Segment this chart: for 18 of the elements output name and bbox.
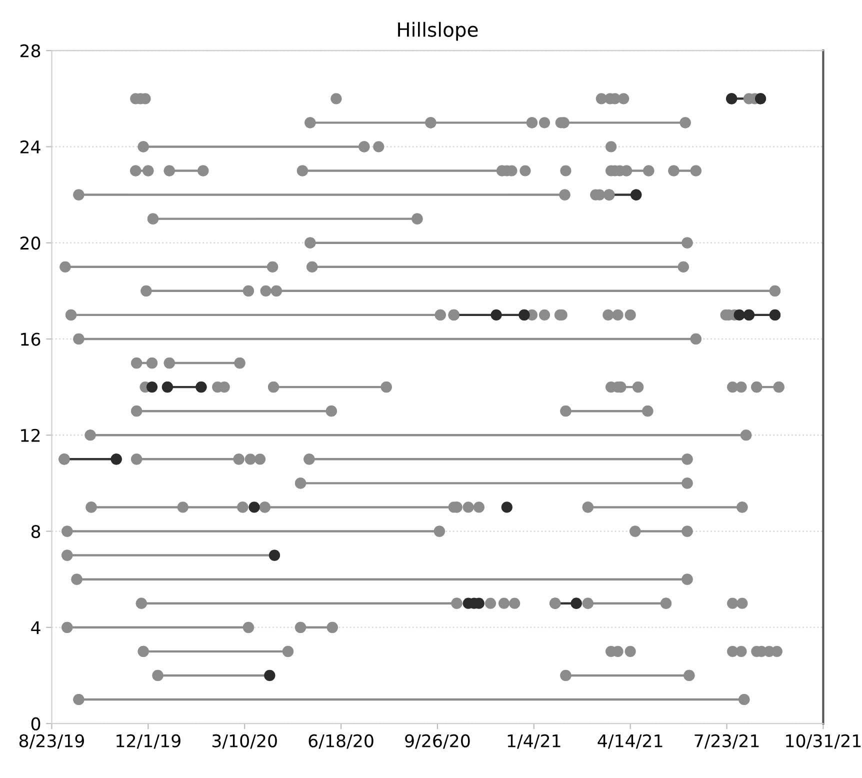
y-tick-label: 16 xyxy=(21,332,40,346)
x-tick-label: 8/23/19 xyxy=(19,734,84,749)
x-tick-label: 1/4/21 xyxy=(508,734,560,749)
y-tick-label: 0 xyxy=(31,717,40,730)
x-tick-label: 7/23/21 xyxy=(694,734,759,749)
y-tick-label: 28 xyxy=(20,44,40,58)
x-tick-label: 6/18/20 xyxy=(308,734,374,749)
x-tick-label: 4/14/21 xyxy=(598,734,662,749)
chart-title: Hillslope xyxy=(398,22,478,41)
y-tick-label: 24 xyxy=(20,140,40,154)
x-tick-label: 9/26/20 xyxy=(405,734,470,749)
x-tick-label: 10/31/21 xyxy=(786,734,861,749)
y-tick-label: 12 xyxy=(21,428,40,442)
x-tick-label: 12/1/19 xyxy=(116,734,180,749)
y-tick-label: 8 xyxy=(31,524,40,538)
x-tick-label: 3/10/20 xyxy=(212,734,277,749)
y-tick-label: 4 xyxy=(31,621,40,634)
y-tick-label: 20 xyxy=(20,236,40,250)
